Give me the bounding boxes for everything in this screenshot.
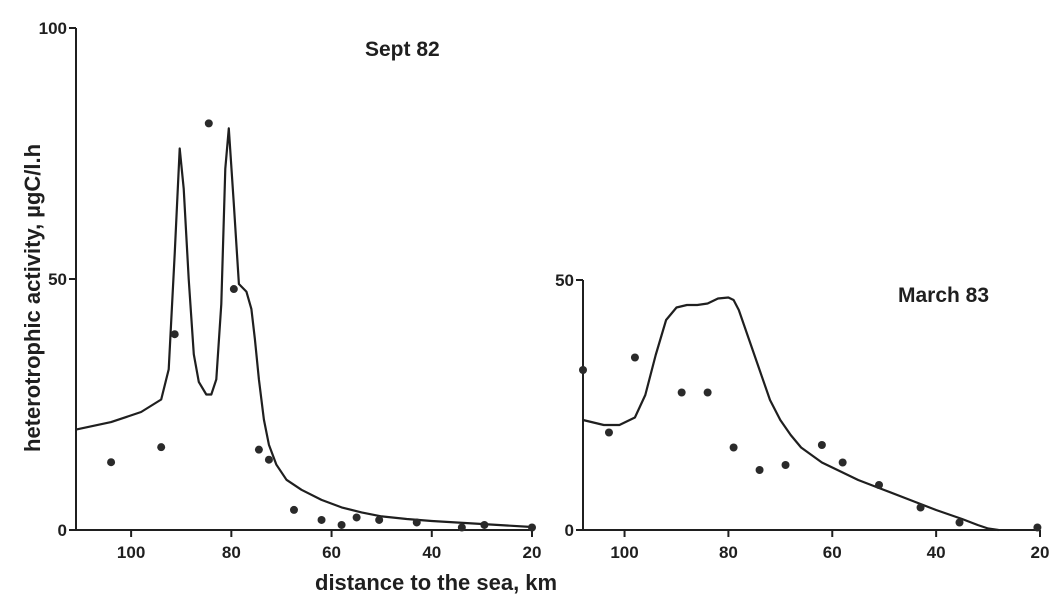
data-point-march-83 — [630, 353, 639, 362]
panel-march-83: 0 50 100 80 60 40 20 March 83 — [555, 271, 1049, 562]
data-point-march-83 — [703, 388, 712, 397]
y-tick-label-50: 50 — [48, 270, 67, 289]
tick-marks-left — [69, 27, 533, 537]
x-tick-label-60: 60 — [322, 543, 341, 562]
panel-sept-82: 0 50 100 100 80 60 40 20 Sept 82 heterotrophic… — [20, 19, 557, 594]
data-point-march-83 — [579, 366, 587, 374]
x-tick-label-20: 20 — [523, 543, 542, 562]
data-point-sept-82 — [352, 513, 361, 522]
x-tick-label-100: 100 — [117, 543, 145, 562]
data-point-sept-82 — [107, 458, 116, 467]
chart-title-march-83: March 83 — [898, 284, 989, 307]
data-point-march-83 — [875, 481, 884, 489]
series-curve-sept-82 — [75, 127, 533, 529]
data-point-sept-82 — [254, 445, 263, 454]
chart-title-sept-82: Sept 82 — [365, 38, 440, 61]
x-tick-label-80: 80 — [719, 543, 738, 562]
series-curve-march-83 — [582, 296, 999, 532]
data-point-sept-82 — [229, 285, 238, 294]
x-axis-label: distance to the sea, km — [315, 570, 557, 594]
series-points-sept-82 — [107, 119, 536, 532]
data-point-march-83 — [916, 503, 925, 512]
data-point-march-83 — [677, 388, 686, 397]
data-point-sept-82 — [204, 119, 213, 128]
data-point-march-83 — [817, 441, 826, 449]
data-point-march-83 — [1033, 523, 1042, 532]
data-point-sept-82 — [264, 455, 273, 464]
data-point-march-83 — [755, 466, 764, 474]
x-tick-labels-left: 100 80 60 40 20 — [117, 543, 542, 562]
data-point-sept-82 — [317, 515, 326, 524]
data-point-sept-82 — [170, 330, 179, 339]
series-points-march-83 — [579, 353, 1042, 532]
data-point-march-83 — [955, 518, 964, 527]
y-tick-label-50: 50 — [555, 271, 574, 290]
x-tick-label-40: 40 — [927, 543, 946, 562]
data-point-sept-82 — [289, 505, 298, 514]
data-point-sept-82 — [375, 515, 384, 524]
y-tick-labels-left: 0 50 100 — [39, 19, 67, 540]
data-point-sept-82 — [412, 518, 421, 527]
y-axis-label: heterotrophic activity, µgC/l.h — [20, 144, 45, 452]
y-tick-label-0: 0 — [58, 521, 67, 540]
y-tick-label-100: 100 — [39, 19, 67, 38]
tick-marks-right — [576, 279, 1041, 537]
x-tick-label-100: 100 — [610, 543, 638, 562]
x-tick-label-40: 40 — [422, 543, 441, 562]
data-point-sept-82 — [480, 520, 489, 529]
data-point-sept-82 — [528, 523, 536, 532]
y-tick-labels-right: 0 50 — [555, 271, 574, 540]
data-point-march-83 — [729, 443, 738, 452]
data-point-march-83 — [838, 458, 847, 467]
data-point-sept-82 — [457, 523, 466, 532]
x-tick-label-20: 20 — [1031, 543, 1050, 562]
x-tick-label-80: 80 — [222, 543, 241, 562]
y-tick-label-0: 0 — [565, 521, 574, 540]
data-point-march-83 — [781, 461, 790, 469]
x-tick-label-60: 60 — [823, 543, 842, 562]
data-point-march-83 — [604, 428, 613, 437]
data-point-sept-82 — [337, 520, 346, 529]
x-tick-labels-right: 100 80 60 40 20 — [610, 543, 1049, 562]
data-point-sept-82 — [157, 443, 166, 452]
